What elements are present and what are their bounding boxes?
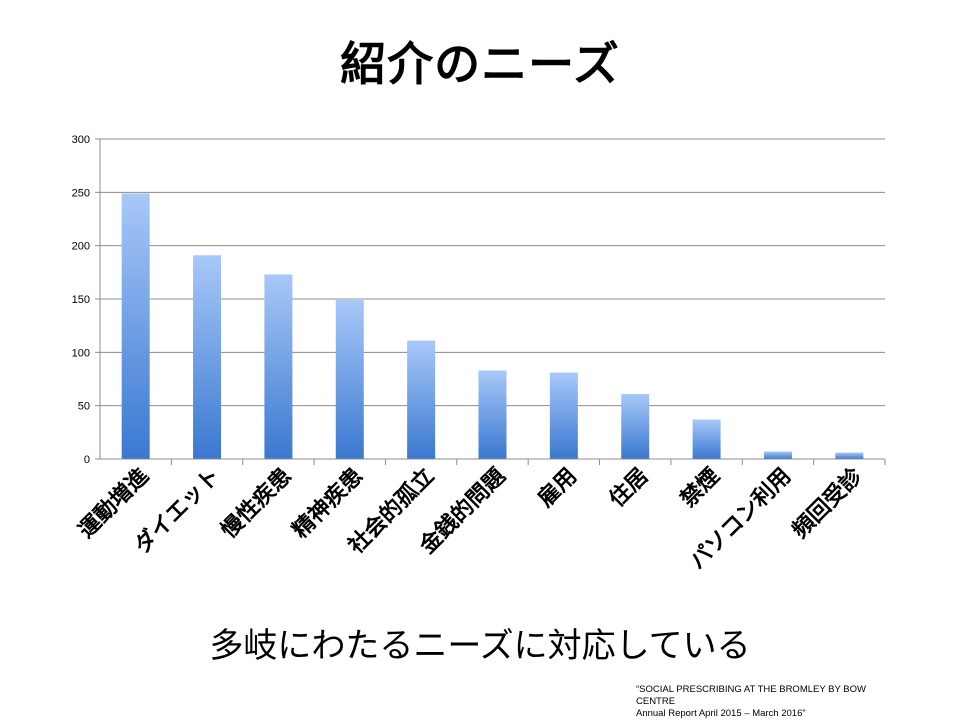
source-line-1: “SOCIAL PRESCRIBING AT THE BROMLEY BY BO… [636, 684, 866, 695]
x-category-label: 禁煙 [675, 463, 725, 513]
bar [121, 193, 150, 459]
bar [478, 370, 507, 459]
bar [835, 452, 864, 459]
y-tick-label: 200 [72, 241, 90, 253]
y-tick-label: 50 [78, 401, 90, 413]
bar [692, 419, 721, 459]
y-tick-label: 300 [72, 134, 90, 146]
bar [335, 300, 364, 459]
source-citation: “SOCIAL PRESCRIBING AT THE BROMLEY BY BO… [636, 684, 916, 720]
bar [193, 255, 222, 459]
x-category-label: 雇用 [533, 463, 583, 513]
x-category-label: 住居 [604, 463, 654, 513]
y-tick-label: 150 [72, 294, 90, 306]
page-title: 紹介のニーズ [340, 37, 620, 91]
y-tick-label: 0 [84, 454, 90, 466]
x-category-label: 頻回受診 [787, 462, 868, 543]
bar [763, 451, 792, 459]
bar [407, 340, 436, 459]
chart-subtitle: 多岐にわたるニーズに対応している [209, 626, 751, 666]
x-category-label: 慢性疾患 [216, 463, 297, 544]
bar [621, 393, 650, 459]
source-line-2: CENTRE [636, 696, 676, 707]
bar [549, 372, 578, 459]
y-tick-label: 250 [72, 187, 90, 199]
bar [264, 274, 293, 459]
y-tick-label: 100 [72, 347, 90, 359]
source-line-3: Annual Report April 2015 – March 2016” [636, 708, 806, 719]
